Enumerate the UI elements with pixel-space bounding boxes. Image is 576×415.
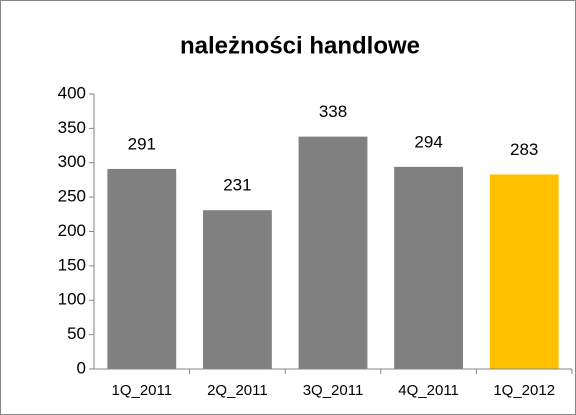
data-label: 231 (223, 176, 251, 195)
y-tick-label: 300 (58, 152, 86, 171)
y-tick-label: 350 (58, 118, 86, 137)
bar (107, 168, 177, 369)
x-tick-label: 4Q_2011 (398, 382, 459, 399)
x-tick-label: 2Q_2011 (207, 382, 268, 399)
x-tick-label: 3Q_2011 (303, 382, 364, 399)
data-label: 291 (128, 134, 156, 153)
bar (202, 210, 272, 369)
y-tick-label: 400 (58, 83, 86, 102)
bar (394, 166, 464, 369)
y-tick-label: 50 (67, 324, 86, 343)
y-tick-label: 100 (58, 290, 86, 309)
chart-title: należności handlowe (180, 32, 420, 59)
data-label: 294 (414, 132, 442, 151)
y-tick-label: 0 (77, 358, 86, 377)
x-tick-label: 1Q_2012 (493, 382, 555, 399)
bar (298, 136, 368, 369)
data-label: 283 (510, 140, 538, 159)
x-tick-label: 1Q_2011 (111, 382, 172, 399)
y-tick-label: 150 (58, 255, 86, 274)
bar (489, 174, 559, 369)
data-label: 338 (319, 102, 347, 121)
y-tick-label: 250 (58, 187, 86, 206)
y-tick-label: 200 (58, 221, 86, 240)
